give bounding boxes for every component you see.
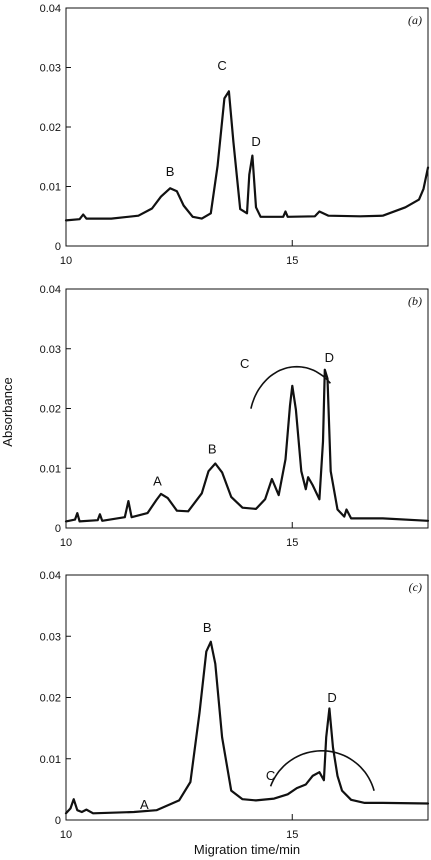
peak-label: D <box>325 350 334 365</box>
y-tick-label: 0.03 <box>40 63 61 75</box>
peak-label: C <box>266 768 275 783</box>
peak-label: B <box>203 620 212 635</box>
y-tick-label: 0.02 <box>40 122 61 134</box>
peak-label: D <box>251 134 260 149</box>
electropherogram-trace <box>64 368 430 523</box>
x-tick-label: 10 <box>60 537 72 549</box>
x-tick-label: 15 <box>286 829 298 841</box>
peak-group-arc <box>269 750 375 791</box>
y-tick-label: 0 <box>55 241 61 253</box>
peak-label: D <box>327 690 336 705</box>
y-tick-label: 0.03 <box>40 344 61 356</box>
peak-label: A <box>153 474 162 489</box>
y-tick-label: 0.02 <box>40 693 61 705</box>
y-tick-label: 0.01 <box>40 754 61 766</box>
peak-group-arc <box>250 365 331 409</box>
y-tick-label: 0.01 <box>40 182 61 194</box>
peak-label: B <box>166 164 175 179</box>
x-tick-label: 15 <box>286 537 298 549</box>
peak-label: A <box>140 797 149 812</box>
y-tick-label: 0.04 <box>40 284 61 296</box>
x-tick-label: 10 <box>60 255 72 267</box>
y-tick-label: 0.02 <box>40 404 61 416</box>
chart-panel-1: 0 0.01 0.02 0.03 0.04 10 15 (b) A B C D <box>40 284 430 549</box>
chart-panel-2: 0 0.01 0.02 0.03 0.04 10 15 (c) A B C D <box>40 570 430 841</box>
y-tick-label: 0 <box>55 815 61 827</box>
y-tick-label: 0.04 <box>40 570 61 582</box>
y-tick-label: 0.01 <box>40 463 61 475</box>
electropherogram-trace <box>64 640 430 815</box>
y-tick-label: 0 <box>55 523 61 535</box>
peak-label: B <box>208 441 217 456</box>
panel-label: (c) <box>409 580 422 594</box>
y-tick-label: 0.03 <box>40 631 61 643</box>
y-axis-title: Absorbance <box>0 377 15 446</box>
plot-frame <box>65 288 429 529</box>
plot-frame <box>65 574 429 821</box>
x-tick-label: 10 <box>60 829 72 841</box>
x-tick-label: 15 <box>286 255 298 267</box>
chart-panel-0: 0 0.01 0.02 0.03 0.04 10 15 (a) B C D <box>40 3 430 267</box>
x-axis-title: Migration time/min <box>194 842 300 857</box>
peak-label: C <box>240 356 249 371</box>
peak-label: C <box>217 58 226 73</box>
panel-label: (b) <box>408 294 422 308</box>
y-tick-label: 0.04 <box>40 3 61 15</box>
electropherogram-trace <box>64 90 430 222</box>
panel-label: (a) <box>408 13 422 27</box>
